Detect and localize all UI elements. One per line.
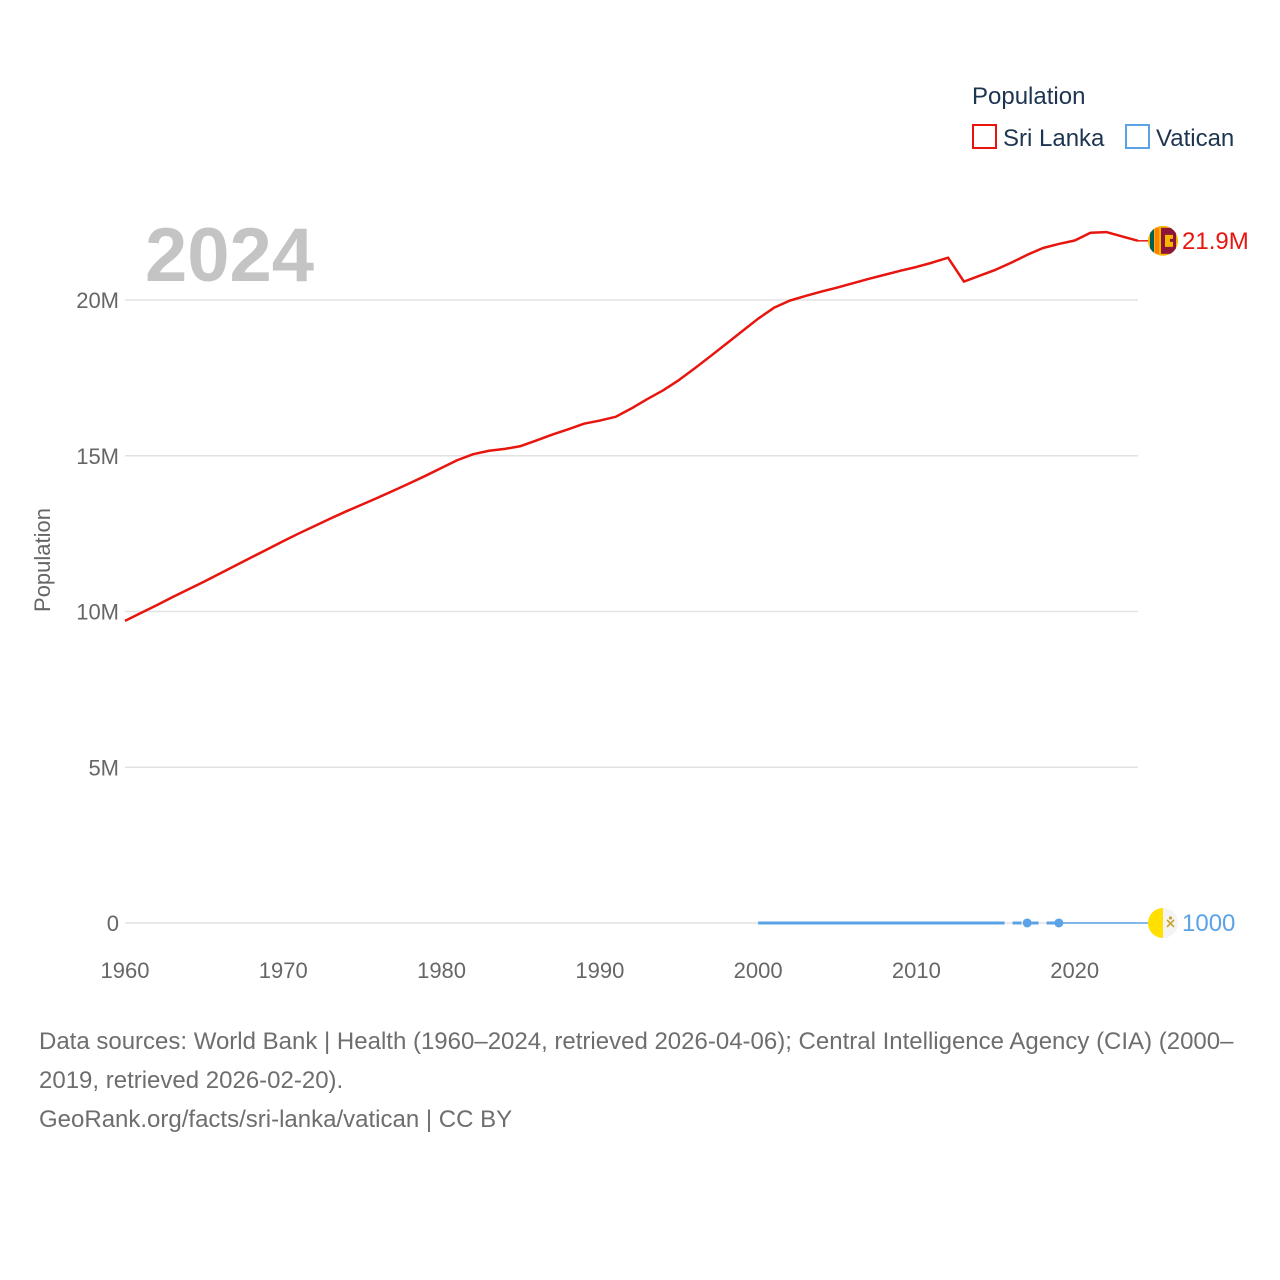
current-year-label: 2024 xyxy=(145,213,314,298)
sri-lanka-flag-icon xyxy=(1148,225,1178,256)
y-tick-label: 0 xyxy=(107,911,119,936)
flag-body xyxy=(1148,907,1178,938)
x-tick-label: 1980 xyxy=(417,958,466,983)
legend-title: Population xyxy=(972,83,1085,110)
series-layer: 21.9M 1000 xyxy=(124,225,1249,938)
series-line-sri-lanka xyxy=(124,230,1139,622)
y-axis-label: Population xyxy=(30,508,55,612)
flag-tiara xyxy=(1168,916,1173,920)
y-tick-label: 20M xyxy=(76,288,119,313)
legend-swatch-vatican xyxy=(1125,124,1150,149)
flag-orange-stripe xyxy=(1155,227,1159,254)
end-label-vatican: 1000 xyxy=(1182,910,1235,937)
data-sources-note: Data sources: World Bank | Health (1960–… xyxy=(39,1028,1234,1094)
vatican-flag-icon xyxy=(1148,907,1178,938)
y-tick-label: 10M xyxy=(76,600,119,625)
legend[interactable]: Population Sri Lanka Vatican xyxy=(972,83,1234,152)
y-tick-label: 5M xyxy=(88,755,119,780)
x-tick-label: 2010 xyxy=(892,958,941,983)
y-axis-ticks: 0 5M 10M 15M 20M xyxy=(76,288,119,936)
legend-item-vatican[interactable]: Vatican xyxy=(1125,124,1234,152)
legend-item-sri-lanka[interactable]: Sri Lanka xyxy=(972,124,1105,152)
legend-label-vatican: Vatican xyxy=(1156,125,1234,152)
grid xyxy=(125,299,1138,924)
x-tick-label: 1960 xyxy=(101,958,150,983)
x-tick-label: 1990 xyxy=(575,958,624,983)
credit-link[interactable]: GeoRank.org/facts/sri-lanka/vatican | CC… xyxy=(39,1106,513,1133)
data-point-vatican xyxy=(1022,918,1032,928)
flag-yellow-half xyxy=(1148,907,1163,938)
end-label-sri-lanka: 21.9M xyxy=(1182,228,1249,255)
x-axis-ticks: 1960 1970 1980 1990 2000 2010 2020 xyxy=(101,958,1100,983)
series-vatican: 1000 xyxy=(758,907,1235,938)
flag-lion xyxy=(1165,234,1173,247)
legend-swatch-sri-lanka xyxy=(972,124,997,149)
population-chart: 0 5M 10M 15M 20M 1960 1970 1980 1990 2000 2010 202… xyxy=(30,83,1249,983)
x-tick-label: 1970 xyxy=(259,958,308,983)
x-tick-label: 2000 xyxy=(734,958,783,983)
flag-body xyxy=(1148,225,1178,256)
y-tick-label: 15M xyxy=(76,444,119,469)
data-point-vatican xyxy=(1054,918,1064,928)
x-tick-label: 2020 xyxy=(1050,958,1099,983)
flag-green-stripe xyxy=(1150,227,1154,254)
flag-keys xyxy=(1166,919,1175,928)
legend-label-sri-lanka: Sri Lanka xyxy=(1003,125,1105,152)
series-sri-lanka: 21.9M xyxy=(124,225,1249,622)
